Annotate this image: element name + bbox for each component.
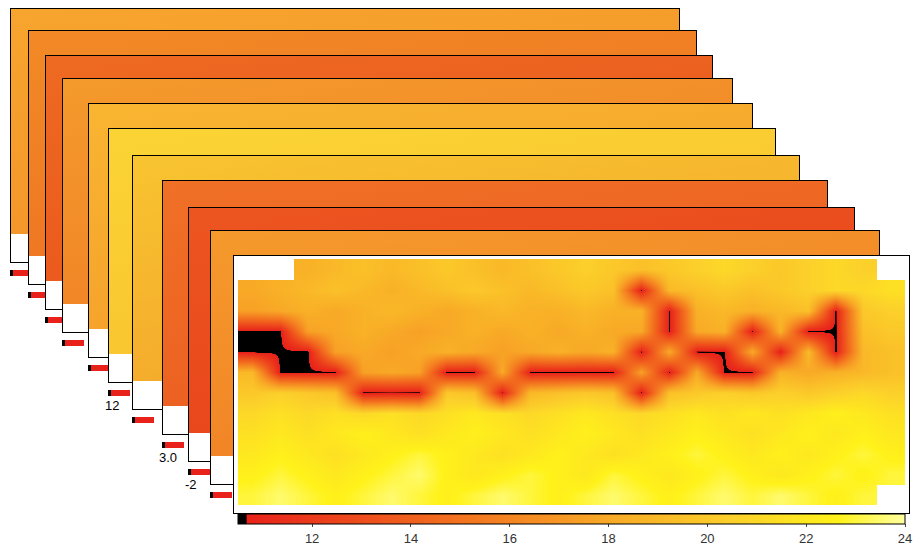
svg-text:24: 24 bbox=[898, 531, 912, 546]
html-text:12: 12 bbox=[105, 398, 120, 413]
svg-text:22: 22 bbox=[799, 531, 813, 546]
svg-text:12: 12 bbox=[305, 531, 319, 546]
svg-text:16: 16 bbox=[503, 531, 517, 546]
svg-text:20: 20 bbox=[700, 531, 714, 546]
html-text:3.0: 3.0 bbox=[159, 450, 178, 465]
html-text:-2: -2 bbox=[185, 477, 197, 492]
svg-text:18: 18 bbox=[601, 531, 615, 546]
svg-text:14: 14 bbox=[404, 531, 418, 546]
